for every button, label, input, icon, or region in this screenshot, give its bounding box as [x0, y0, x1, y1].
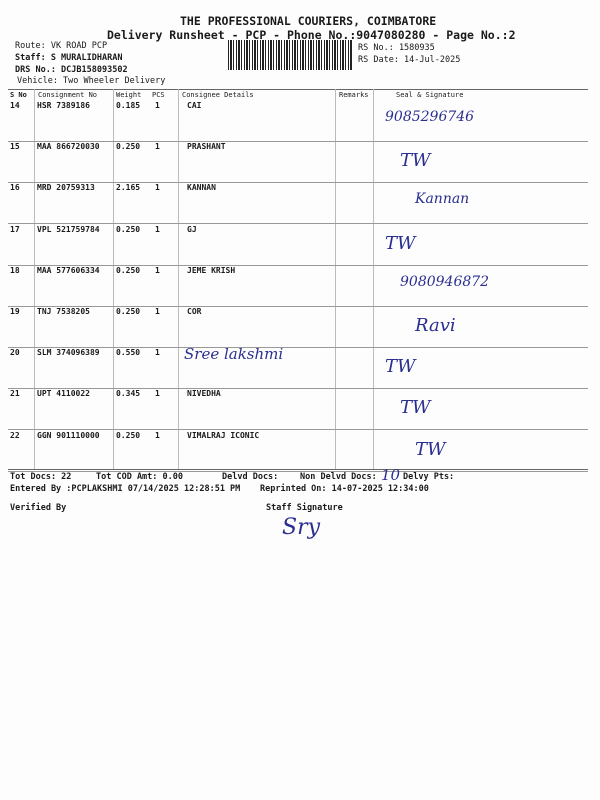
consignee: JEME KRISH — [187, 265, 236, 275]
col-divider — [178, 89, 179, 469]
rs-no: RS No.: 1580935 — [358, 43, 435, 53]
row-divider — [8, 305, 588, 307]
signature: TW — [400, 150, 431, 172]
col-seal-signature: Seal & Signature — [396, 91, 464, 99]
divider — [8, 89, 588, 90]
staff: Staff: S MURALIDHARAN — [15, 53, 123, 63]
staff-signature-label: Staff Signature — [266, 503, 343, 513]
delvd-docs: Delvd Docs: — [222, 472, 279, 482]
col-divider — [113, 89, 114, 469]
row-divider — [8, 347, 588, 348]
consignee: GJ — [187, 224, 197, 234]
pcs: 1 — [155, 348, 160, 358]
weight: 2.165 — [116, 183, 141, 193]
vehicle: Vehicle: Two Wheeler Delivery — [17, 76, 166, 86]
sno: 18 — [10, 265, 20, 275]
pcs: 1 — [155, 265, 160, 275]
consignment-no: TNJ 7538205 — [37, 307, 90, 316]
weight: 0.345 — [116, 389, 141, 399]
consignment-no: GGN 901110000 — [37, 430, 100, 440]
consignment-no: UPT 4110022 — [37, 389, 90, 399]
weight: 0.250 — [116, 307, 141, 316]
staff-signature: Sry — [282, 515, 321, 540]
col-consignment: Consignment No — [38, 91, 98, 99]
consignment-no: MAA 866720030 — [37, 142, 100, 152]
runsheet-title: Delivery Runsheet - PCP - Phone No.:9047… — [107, 28, 516, 42]
signature: TW — [415, 438, 446, 460]
row-divider — [8, 470, 588, 472]
consignee: VIMALRAJ ICONIC — [187, 430, 260, 440]
consignment-no: HSR 7389186 — [37, 101, 90, 110]
verified-by: Verified By — [10, 503, 67, 513]
signature: 9085296746 — [385, 109, 475, 125]
sno: 20 — [10, 348, 20, 358]
col-remarks: Remarks — [339, 91, 369, 99]
consignee: COR — [187, 307, 202, 316]
signature: Ravi — [415, 315, 456, 336]
row-divider — [8, 182, 588, 184]
col-divider — [335, 89, 336, 469]
rs-date: RS Date: 14-Jul-2025 — [358, 55, 461, 65]
row-divider — [8, 388, 588, 390]
barcode — [228, 40, 353, 70]
signature: Kannan — [415, 191, 470, 208]
weight: 0.185 — [116, 101, 141, 110]
pcs: 1 — [155, 101, 160, 110]
row-divider — [8, 429, 588, 431]
sno: 21 — [10, 389, 20, 399]
row-divider — [8, 223, 588, 225]
weight: 0.250 — [116, 430, 141, 440]
drs-no: DRS No.: DCJB158093502 — [15, 65, 128, 75]
reprinted-on: Reprinted On: 14-07-2025 12:34:00 — [260, 484, 429, 494]
route: Route: VK ROAD PCP — [15, 41, 108, 51]
company-name: THE PROFESSIONAL COURIERS, COIMBATORE — [180, 14, 437, 28]
col-sno: S No — [10, 91, 27, 99]
col-pcs: PCS — [152, 91, 165, 99]
pcs: 1 — [155, 307, 160, 316]
signature: TW — [385, 356, 416, 378]
sno: 16 — [10, 183, 20, 193]
consignee: PRASHANT — [187, 142, 226, 152]
tot-cod: Tot COD Amt: 0.00 — [96, 472, 183, 482]
weight: 0.250 — [116, 224, 141, 234]
col-weight: Weight — [116, 91, 142, 99]
sno: 22 — [10, 430, 20, 440]
sno: 14 — [10, 101, 20, 110]
consignment-no: MRD 20759313 — [37, 183, 95, 193]
delvy-pts: Delvy Pts: — [403, 472, 455, 482]
sno: 19 — [10, 307, 20, 316]
row-divider — [8, 264, 588, 266]
row-divider — [8, 141, 588, 142]
weight: 0.250 — [116, 142, 141, 152]
signature: TW — [385, 232, 416, 254]
consignee: KANNAN — [187, 183, 216, 193]
sno: 17 — [10, 224, 20, 234]
col-consignee: Consignee Details — [182, 91, 254, 99]
consignee: NIVEDHA — [187, 389, 221, 399]
entered-by: Entered By :PCPLAKSHMI 07/14/2025 12:28:… — [10, 484, 241, 494]
pcs: 1 — [155, 224, 160, 234]
consignment-no: SLM 374096389 — [37, 348, 100, 358]
non-delvd-docs: Non Delvd Docs: — [300, 472, 377, 482]
pcs: 1 — [155, 142, 160, 152]
col-divider — [34, 89, 35, 469]
consignment-no: MAA 577606334 — [37, 265, 100, 275]
divider — [8, 469, 588, 470]
signature: 9080946872 — [400, 273, 490, 290]
non-delvd-handwritten: 10 — [381, 466, 401, 484]
weight: 0.250 — [116, 265, 141, 275]
sno: 15 — [10, 142, 20, 152]
weight: 0.550 — [116, 348, 141, 358]
consignee: CAI — [187, 101, 202, 110]
signature: TW — [400, 397, 431, 419]
pcs: 1 — [155, 430, 160, 440]
consignee-handwritten: Sree lakshmi — [184, 345, 284, 364]
col-divider — [373, 89, 374, 469]
pcs: 1 — [155, 183, 160, 193]
consignment-no: VPL 521759784 — [37, 224, 100, 234]
pcs: 1 — [155, 389, 160, 399]
tot-docs: Tot Docs: 22 — [10, 472, 72, 482]
